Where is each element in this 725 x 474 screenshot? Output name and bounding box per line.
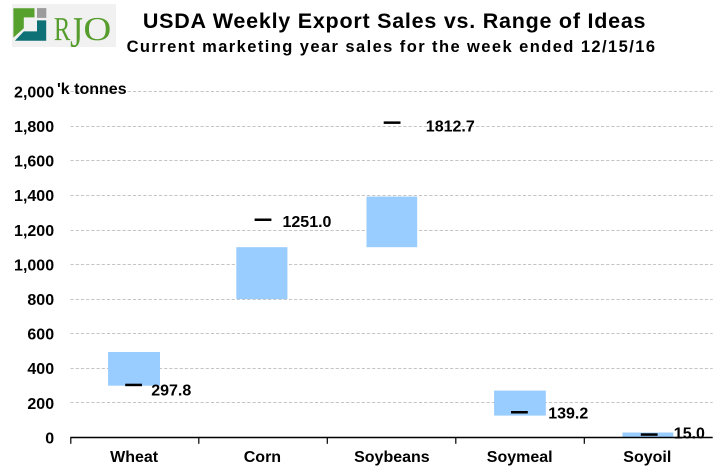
svg-text:1,200: 1,200	[14, 223, 54, 240]
svg-text:139.2: 139.2	[548, 405, 588, 422]
svg-text:0: 0	[45, 430, 54, 447]
svg-text:2,000: 2,000	[14, 84, 54, 101]
svg-text:15.0: 15.0	[674, 425, 705, 442]
svg-text:800: 800	[27, 292, 54, 309]
svg-text:Corn: Corn	[244, 449, 281, 466]
svg-text:1,600: 1,600	[14, 154, 54, 171]
svg-text:1,400: 1,400	[14, 188, 54, 205]
svg-text:297.8: 297.8	[151, 383, 191, 400]
svg-text:400: 400	[27, 361, 54, 378]
svg-text:200: 200	[27, 396, 54, 413]
svg-text:Soymeal: Soymeal	[487, 449, 553, 466]
svg-text:1251.0: 1251.0	[283, 214, 332, 231]
svg-text:1,000: 1,000	[14, 257, 54, 274]
svg-text:Soyoil: Soyoil	[623, 449, 671, 466]
svg-text:1,800: 1,800	[14, 119, 54, 136]
svg-text:600: 600	[27, 327, 54, 344]
svg-text:1812.7: 1812.7	[426, 119, 475, 136]
svg-text:Current marketing year sales f: Current marketing year sales for the wee…	[127, 38, 655, 56]
svg-text:USDA Weekly Export Sales vs. R: USDA Weekly Export Sales vs. Range of Id…	[143, 9, 646, 33]
svg-text:Soybeans: Soybeans	[354, 449, 430, 466]
svg-text:'k tonnes: 'k tonnes	[57, 81, 127, 98]
svg-text:Wheat: Wheat	[110, 449, 159, 466]
